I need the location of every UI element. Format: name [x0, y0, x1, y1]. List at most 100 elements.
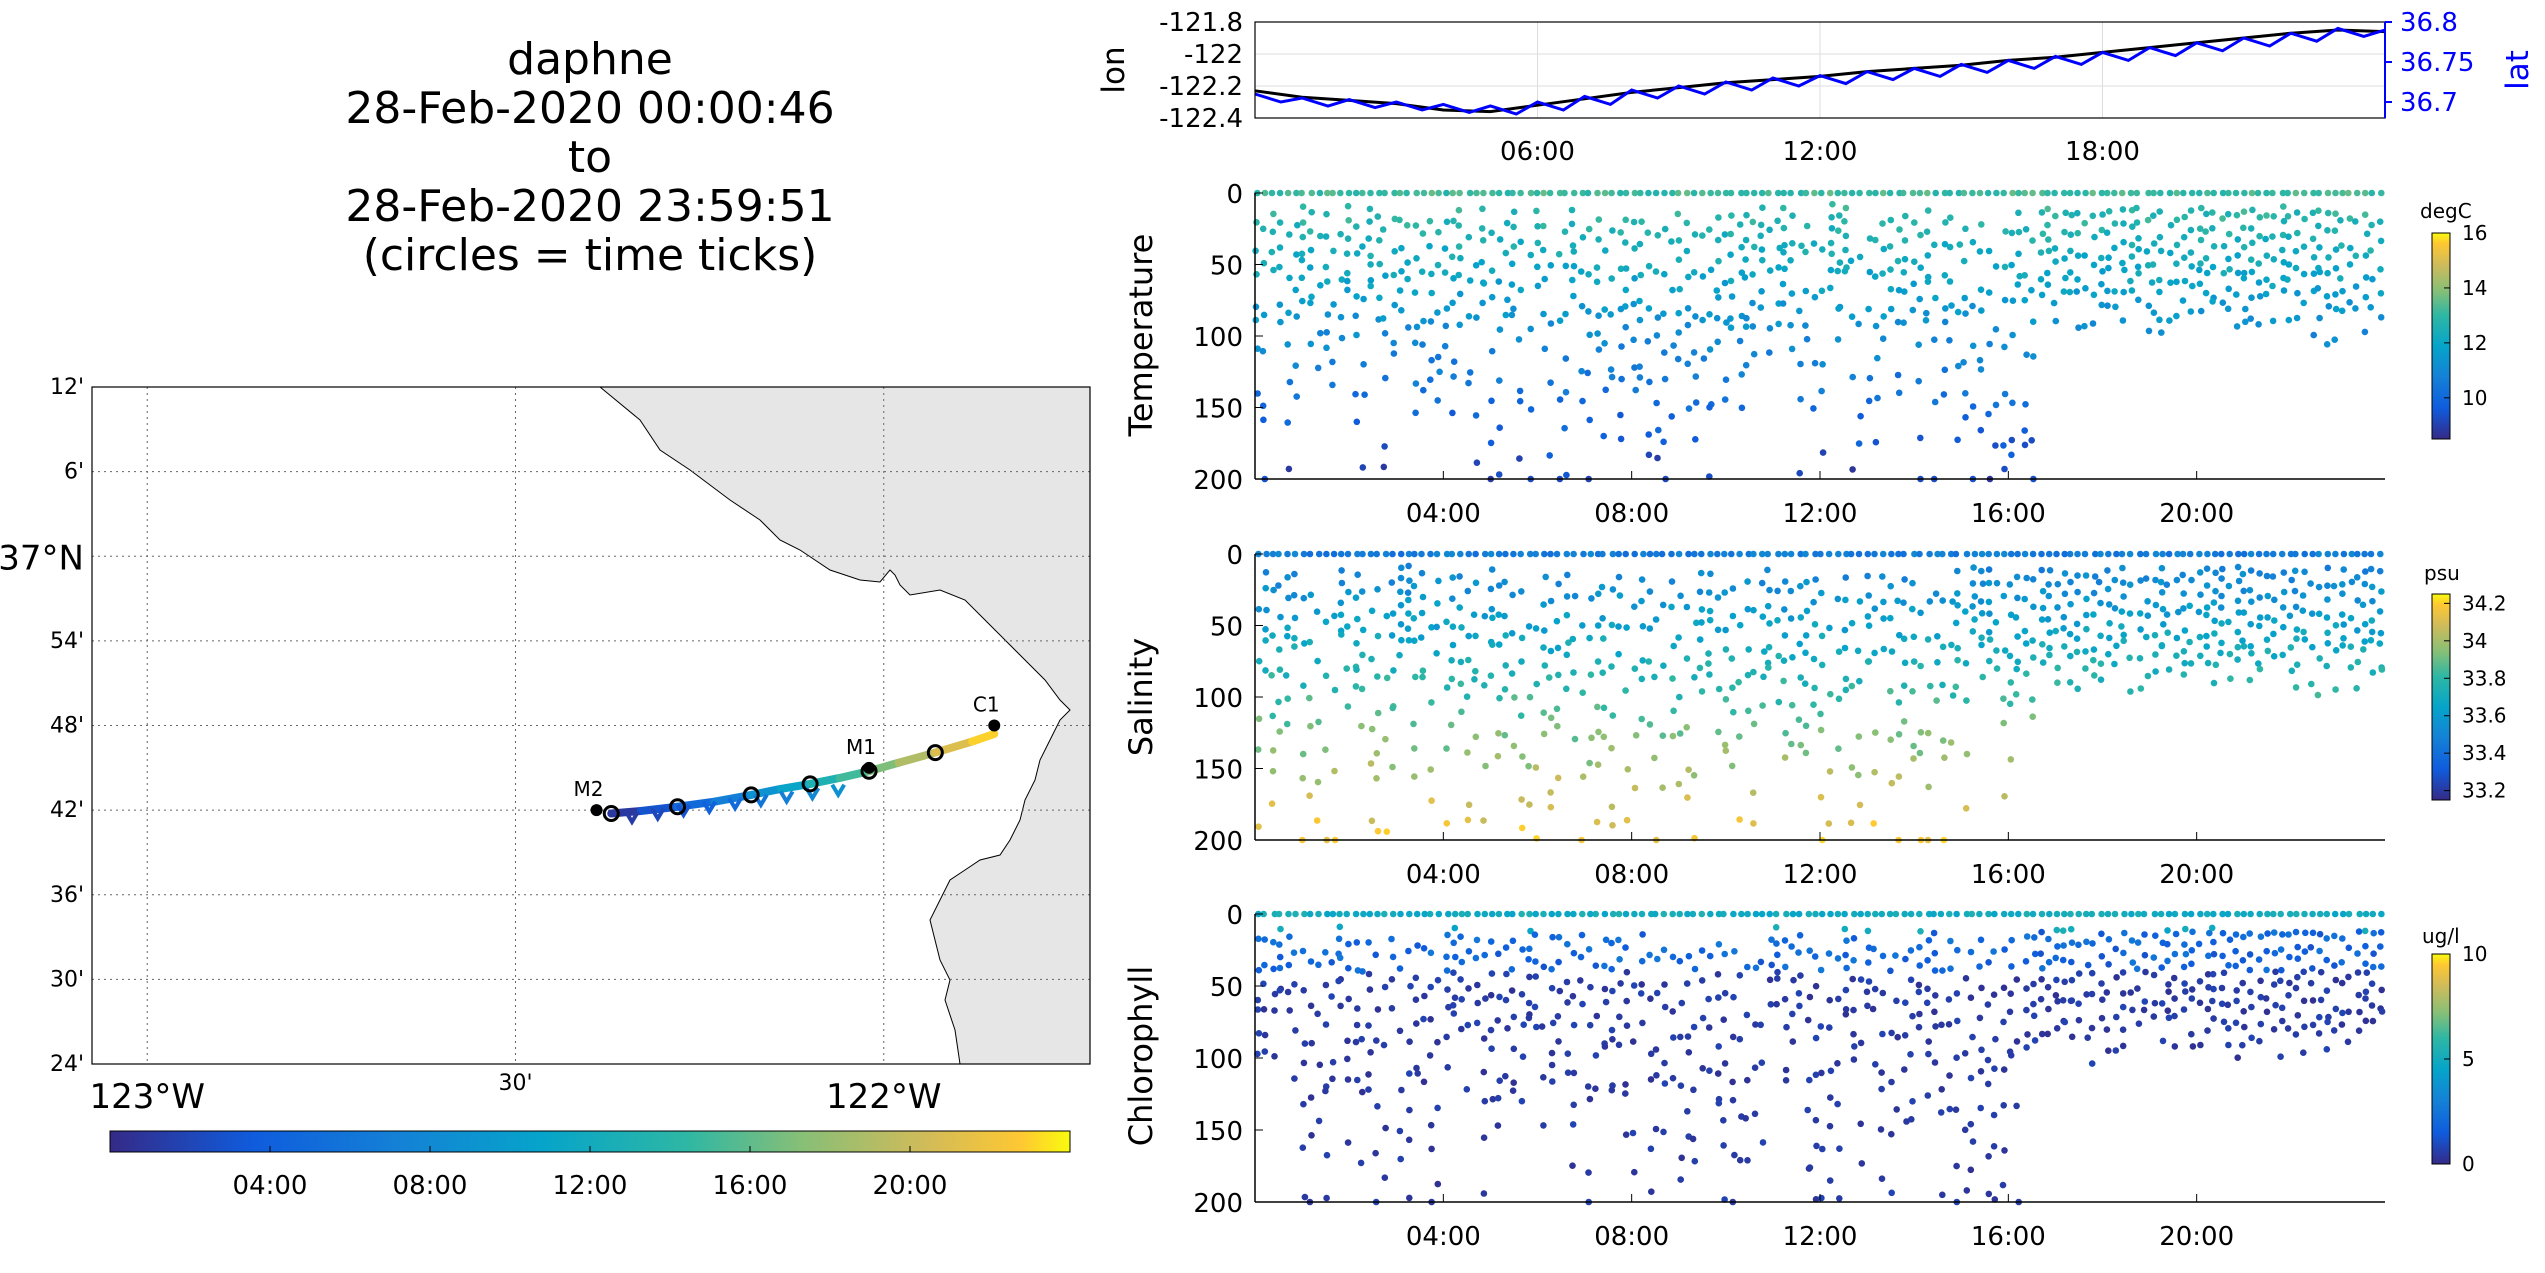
chlorophyll-point: [1388, 976, 1396, 983]
temperature-point: [1324, 278, 1331, 285]
chlorophyll-point: [1502, 996, 1510, 1004]
salinity-point: [1397, 588, 1404, 596]
temperature-point: [1669, 189, 1676, 197]
temperature-point: [1376, 189, 1383, 197]
temperature-point: [1685, 273, 1692, 281]
chlorophyll-point: [1985, 1190, 1993, 1198]
chlorophyll-point: [1616, 956, 1623, 963]
temperature-point: [1669, 286, 1676, 294]
temperature-point: [1555, 250, 1563, 258]
salinity-point: [2136, 655, 2144, 662]
salinity-y-tick-label: 100: [1193, 684, 1243, 714]
temperature-point: [1713, 287, 1721, 294]
temperature-point: [2074, 209, 2081, 217]
chlorophyll-point: [1877, 1126, 1885, 1133]
temperature-point: [1742, 236, 1750, 244]
salinity-point: [1916, 550, 1923, 558]
chlorophyll-point: [1901, 910, 1908, 918]
temperature-point: [2052, 317, 2060, 325]
salinity-point: [1856, 801, 1864, 809]
salinity-point: [1569, 635, 1577, 643]
salinity-point: [1924, 729, 1932, 737]
map-track-wiggle: [830, 783, 846, 799]
temperature-point: [1911, 258, 1918, 266]
salinity-point: [1509, 591, 1516, 599]
temperature-point: [1489, 189, 1496, 197]
temperature-point: [1923, 309, 1930, 317]
chlorophyll-point: [1850, 957, 1857, 964]
salinity-point: [1337, 611, 1345, 619]
temperature-point: [1450, 358, 1458, 366]
temperature-point: [2074, 252, 2082, 259]
chlorophyll-point: [2339, 910, 2347, 918]
chlorophyll-point: [1767, 1001, 1775, 1008]
chlorophyll-point: [2240, 910, 2248, 918]
chlorophyll-point: [1766, 910, 1773, 918]
temperature-point: [1253, 271, 1260, 278]
chlorophyll-point: [1601, 1043, 1609, 1050]
temperature-point: [1509, 189, 1516, 197]
chlorophyll-point: [1850, 1056, 1858, 1063]
chlorophyll-point: [1434, 1104, 1441, 1112]
salinity-point: [1495, 550, 1503, 558]
temperature-point: [1787, 321, 1794, 329]
chlorophyll-point: [1932, 1023, 1939, 1030]
salinity-point: [1541, 627, 1548, 634]
map-time-tick-circle: [602, 805, 620, 823]
chlorophyll-point: [1967, 1120, 1975, 1128]
salinity-point: [1880, 615, 1887, 622]
temperature-point: [2292, 264, 2300, 272]
chlorophyll-point: [2196, 978, 2204, 985]
temperature-point: [2316, 268, 2324, 276]
temperature-point: [1779, 280, 1787, 288]
chlorophyll-point: [1615, 936, 1622, 944]
temperature-x-tick-label: 12:00: [1783, 499, 1858, 529]
temperature-point: [1533, 207, 1540, 215]
temperature-point: [2000, 189, 2007, 197]
chlorophyll-point: [2255, 956, 2263, 963]
chlorophyll-point: [1314, 1010, 1321, 1018]
map-lat-ticks: 12'6'37°N54'48'42'36'30'24': [0, 375, 84, 1077]
temperature-point: [1540, 189, 1547, 197]
chlorophyll-point: [2075, 1016, 2083, 1024]
temperature-point: [1516, 387, 1524, 395]
chlorophyll-point: [2264, 910, 2271, 918]
temperature-point: [2066, 288, 2074, 296]
salinity-point: [1269, 632, 1276, 639]
salinity-point: [2158, 564, 2166, 572]
temperature-point: [2173, 241, 2181, 249]
temperature-point: [1308, 189, 1316, 197]
temperature-point: [1562, 355, 1570, 362]
salinity-point: [1525, 623, 1533, 630]
salinity-point: [1579, 773, 1587, 780]
temperature-point: [2346, 299, 2353, 306]
temperature-point: [2361, 189, 2369, 197]
chlorophyll-point: [1427, 949, 1435, 957]
temperature-point: [1595, 216, 1603, 223]
temperature-point: [1502, 249, 1510, 257]
chlorophyll-point: [2218, 1000, 2226, 1008]
salinity-point: [1594, 622, 1602, 629]
temperature-point: [2210, 243, 2218, 250]
salinity-point: [1775, 550, 1782, 558]
temperature-point: [1750, 189, 1758, 197]
salinity-point: [2210, 679, 2218, 687]
temperature-point: [2082, 189, 2089, 197]
chlorophyll-point: [2233, 987, 2240, 994]
chlorophyll-point: [1592, 1085, 1599, 1092]
salinity-point: [1277, 613, 1284, 621]
chlorophyll-point: [1623, 1022, 1631, 1029]
chlorophyll-point: [1315, 910, 1322, 918]
salinity-point: [2204, 550, 2211, 558]
salinity-point: [1864, 658, 1872, 665]
salinity-point: [1315, 718, 1322, 726]
salinity-point: [1705, 650, 1712, 657]
temperature-point: [2202, 254, 2210, 262]
salinity-point: [2301, 550, 2308, 558]
chlorophyll-point: [1300, 1100, 1307, 1108]
salinity-point: [1939, 597, 1946, 604]
salinity-point: [1405, 637, 1413, 644]
temperature-point: [1359, 464, 1367, 471]
salinity-point: [2060, 625, 2067, 632]
